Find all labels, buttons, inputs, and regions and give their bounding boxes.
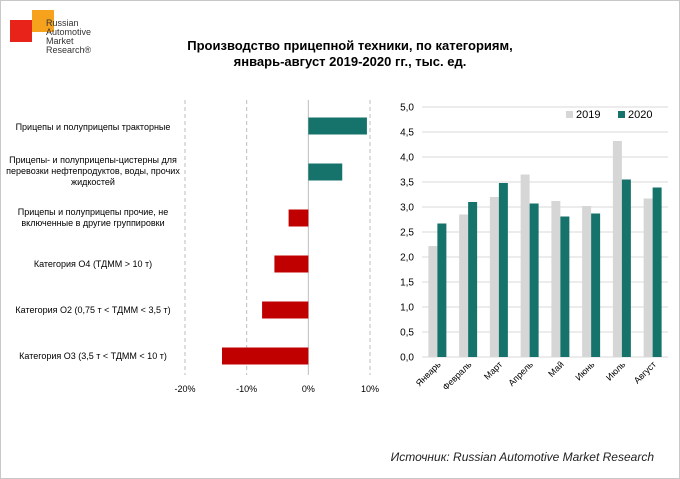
logo-orange-square <box>32 10 54 32</box>
hbar-category-label: Прицепы- и полуприцепы-цистерны для пере… <box>6 155 180 187</box>
vbar-category-label: Май <box>546 359 566 379</box>
vbar-tick-label: 2,0 <box>400 253 414 264</box>
legend-label: 2019 <box>576 109 600 121</box>
vbar-category-label: Апрель <box>506 359 535 388</box>
vbar-bar-2020 <box>621 179 631 357</box>
hbar-bar <box>274 255 309 273</box>
hbar-bar <box>308 163 343 181</box>
vbar-bar-2019 <box>428 246 438 357</box>
hbar-tick-label: 0% <box>302 384 315 394</box>
hbar-category-label: Категория О2 (0,75 т < ТДММ < 3,5 т) <box>15 305 171 315</box>
hbar-bar <box>222 347 309 365</box>
vbar-bar-2020 <box>560 216 570 357</box>
vbar-bar-2019 <box>489 197 499 357</box>
hbar-tick-label: -20% <box>174 384 195 394</box>
vbar-bar-2020 <box>652 187 662 357</box>
chart-title-line-1: Производство прицепной техники, по катег… <box>187 38 513 53</box>
vbar-tick-label: 0,5 <box>400 328 414 339</box>
vbar-bar-2019 <box>551 201 561 357</box>
vbar-tick-label: 0,0 <box>400 353 414 364</box>
vbar-tick-label: 1,5 <box>400 278 414 289</box>
vbar-category-label: Январь <box>414 359 443 388</box>
vbar-category-label: Июль <box>604 359 628 383</box>
vbar-bar-2020 <box>437 223 447 357</box>
vbar-bar-2020 <box>498 183 508 357</box>
legend-label: 2020 <box>628 109 652 121</box>
hbar-tick-label: -10% <box>236 384 257 394</box>
hbar-category-label: Прицепы и полуприцепы тракторные <box>15 122 171 132</box>
vbar-bar-2020 <box>591 213 601 357</box>
vbar-bar-2019 <box>459 214 469 357</box>
hbar-bar <box>308 117 367 135</box>
vbar-tick-label: 4,5 <box>400 128 414 139</box>
chart-title-line-2: январь-август 2019-2020 гг., тыс. ед. <box>233 54 467 69</box>
chart-title: Производство прицепной техники, по катег… <box>130 38 570 70</box>
legend-swatch <box>566 111 573 118</box>
vbar-bar-2020 <box>529 203 539 357</box>
hbar-bar <box>288 209 309 227</box>
vbar-bar-2020 <box>468 202 478 357</box>
logo: НАМИ Russian Automotive Market Research® <box>8 8 98 68</box>
hbar-category-label: Прицепы и полуприцепы прочие, не включен… <box>17 207 169 228</box>
vbar-bar-2019 <box>582 206 592 357</box>
logo-small-text: НАМИ <box>16 13 32 19</box>
vbar-tick-label: 4,0 <box>400 153 414 164</box>
logo-red-square <box>10 20 32 42</box>
vbar-tick-label: 5,0 <box>400 103 414 114</box>
vbar-category-label: Август <box>632 359 658 385</box>
legend-swatch <box>618 111 625 118</box>
hbar-category-label: Категория О4 (ТДММ > 10 т) <box>33 259 153 269</box>
vbar-bar-2019 <box>612 141 622 357</box>
logo-text: Russian Automotive Market Research® <box>46 18 92 55</box>
vbar-tick-label: 3,0 <box>400 203 414 214</box>
vbar-category-label: Март <box>482 359 504 381</box>
vbar-category-label: Февраль <box>441 359 474 392</box>
hbar-bar <box>262 301 309 319</box>
vbar-category-label: Июнь <box>573 359 596 382</box>
vbar-bar-2019 <box>520 174 530 357</box>
source-note: Источник: Russian Automotive Market Rese… <box>390 450 654 464</box>
vbar-tick-label: 1,0 <box>400 303 414 314</box>
hbar-tick-label: 10% <box>361 384 379 394</box>
vbar-tick-label: 3,5 <box>400 178 414 189</box>
vbar-bar-2019 <box>643 198 653 357</box>
vbar-tick-label: 2,5 <box>400 228 414 239</box>
hbar-category-label: Категория О3 (3,5 т < ТДММ < 10 т) <box>19 351 167 361</box>
